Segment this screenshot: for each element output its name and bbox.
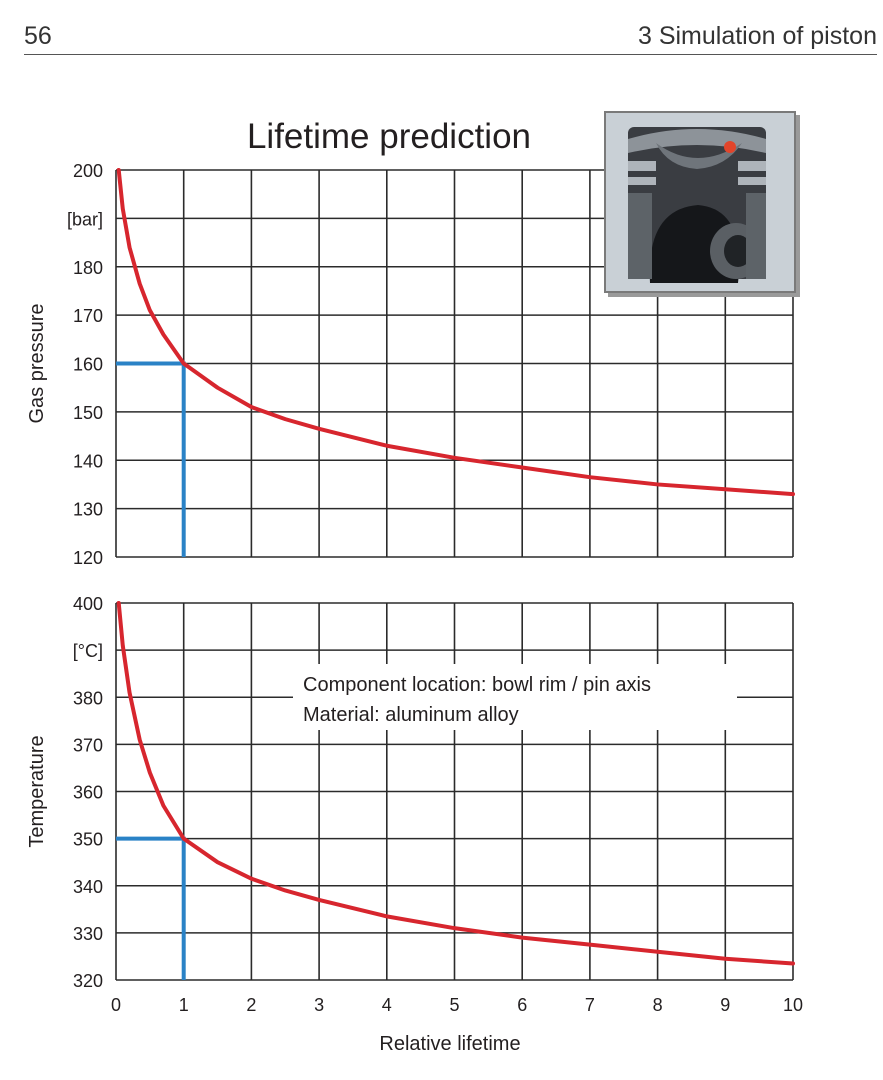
pressure-y-tick-label: 150 — [73, 403, 103, 423]
pressure-y-tick-label: 130 — [73, 500, 103, 520]
temperature-x-tick-label: 0 — [111, 995, 121, 1015]
page-header: 56 3 Simulation of piston — [24, 20, 877, 55]
temperature-x-tick-label: 3 — [314, 995, 324, 1015]
annotation-line: Material: aluminum alloy — [303, 704, 519, 726]
x-axis-label: Relative lifetime — [379, 1033, 520, 1055]
temperature-y-tick-label: 340 — [73, 877, 103, 897]
temperature-x-tick-label: 8 — [653, 995, 663, 1015]
pressure-y-tick-label: 180 — [73, 258, 103, 278]
pressure-y-tick-label: 160 — [73, 355, 103, 375]
temperature-x-tick-label: 4 — [382, 995, 392, 1015]
temperature-x-tick-label: 2 — [246, 995, 256, 1015]
pressure-y-tick-label: 170 — [73, 306, 103, 326]
temperature-x-tick-label: 7 — [585, 995, 595, 1015]
pressure-series-line — [116, 168, 795, 497]
annotation-line: Component location: bowl rim / pin axis — [303, 674, 651, 696]
temperature-x-tick-label: 9 — [720, 995, 730, 1015]
pressure-y-axis-label: Gas pressure — [26, 303, 48, 423]
pressure-y-tick-label: 140 — [73, 451, 103, 471]
temperature-y-tick-label: 380 — [73, 688, 103, 708]
temperature-y-tick-label: 350 — [73, 830, 103, 850]
temperature-y-axis-label: Temperature — [26, 735, 48, 847]
temperature-y-tick-label: 320 — [73, 971, 103, 991]
annotation-box — [293, 664, 737, 730]
temperature-y-tick-label: 400 — [73, 594, 103, 614]
temperature-x-tick-label: 1 — [179, 995, 189, 1015]
temperature-series-line — [116, 601, 795, 966]
piston-cutaway-photo — [604, 111, 796, 293]
pressure-y-tick-label: 120 — [73, 548, 103, 568]
temperature-y-unit-label: [°C] — [73, 641, 103, 661]
temperature-x-tick-label: 6 — [517, 995, 527, 1015]
temperature-y-tick-label: 370 — [73, 735, 103, 755]
temperature-x-tick-label: 10 — [783, 995, 803, 1015]
chart-title: Lifetime prediction — [247, 117, 531, 156]
page-number: 56 — [24, 22, 52, 50]
temperature-x-tick-label: 5 — [449, 995, 459, 1015]
temperature-y-tick-label: 360 — [73, 783, 103, 803]
running-head: 3 Simulation of piston — [637, 22, 877, 50]
temperature-y-tick-label: 330 — [73, 924, 103, 944]
pressure-y-tick-label: 200 — [73, 161, 103, 181]
temperature-reference-marker — [116, 836, 186, 980]
pressure-y-unit-label: [bar] — [67, 209, 103, 229]
